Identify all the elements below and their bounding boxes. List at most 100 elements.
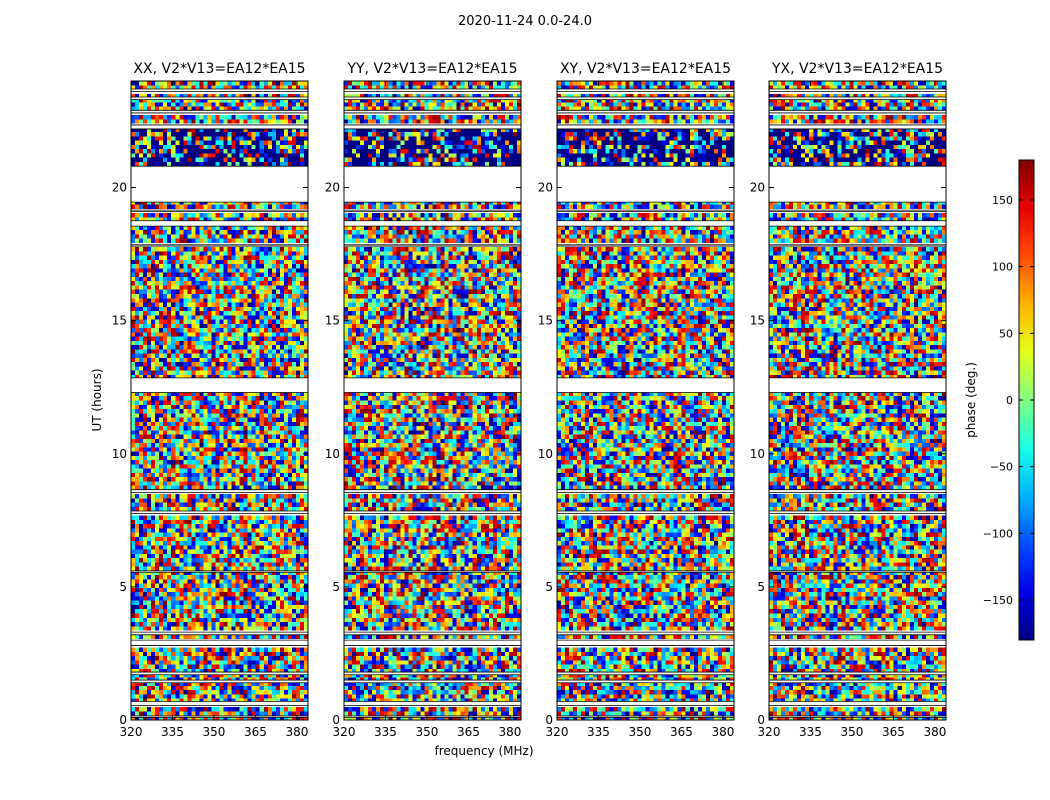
flagged-row (769, 110, 946, 113)
flagged-row (769, 377, 946, 393)
panel-frame (556, 80, 735, 721)
flagged-row (769, 124, 946, 129)
x-tick-label: 350 (629, 725, 652, 739)
panel-frame (130, 80, 309, 721)
y-tick-label: 0 (119, 713, 127, 727)
x-tick-label: 320 (546, 725, 569, 739)
flagged-row (769, 640, 946, 646)
colorbar-tick-label: 0 (1006, 394, 1013, 407)
flagged-row (769, 88, 946, 92)
flagged-row (344, 632, 521, 635)
flagged-row (131, 672, 308, 675)
x-tick-label: 335 (161, 725, 184, 739)
panel-xx: XX, V2*V13=EA12*EA15 320 335 350 365 380 0 5 10 1… (112, 61, 309, 739)
flagged-row (131, 489, 308, 493)
flagged-row (344, 377, 521, 393)
y-tick-label: 10 (112, 447, 127, 461)
flagged-row (769, 244, 946, 247)
flagged-row (769, 210, 946, 212)
panel-yy: YY, V2*V13=EA12*EA15 320 335 350 365 380 0 5 10 1… (325, 61, 522, 739)
flagged-row (131, 701, 308, 706)
panel-title: YX, V2*V13=EA12*EA15 (771, 61, 943, 77)
flagged-row (557, 220, 734, 227)
flagged-row (344, 640, 521, 646)
colorbar-tick-label: −100 (983, 527, 1013, 540)
flagged-row (344, 96, 521, 100)
flagged-row (131, 88, 308, 92)
panel-title: XY, V2*V13=EA12*EA15 (560, 61, 731, 77)
x-axis-label: frequency (MHz) (434, 744, 533, 758)
flagged-row (557, 632, 734, 635)
flagged-row (131, 244, 308, 247)
panels-group: XX, V2*V13=EA12*EA15 320 335 350 365 380 0 5 10 1… (112, 61, 947, 739)
y-tick-label: 15 (112, 314, 127, 328)
flagged-row (557, 210, 734, 212)
flagged-row (344, 716, 521, 718)
flagged-row (131, 96, 308, 100)
flagged-row (344, 680, 521, 683)
flagged-row (344, 166, 521, 203)
y-axis-label: UT (hours) (90, 368, 104, 431)
flagged-row (557, 166, 734, 203)
flagged-row (344, 210, 521, 212)
y-tick-label: 5 (545, 580, 553, 594)
y-tick-label: 5 (119, 580, 127, 594)
panel-title: YY, V2*V13=EA12*EA15 (346, 61, 517, 77)
flagged-row (557, 110, 734, 113)
x-tick-label: 365 (670, 725, 693, 739)
y-tick-label: 5 (757, 580, 765, 594)
flagged-row (557, 510, 734, 514)
flagged-row (557, 701, 734, 706)
flagged-row (344, 672, 521, 675)
flagged-row (769, 716, 946, 718)
y-tick-label: 15 (538, 314, 553, 328)
x-tick-label: 365 (457, 725, 480, 739)
flagged-row (131, 510, 308, 514)
flagged-row (344, 124, 521, 129)
flagged-row (769, 680, 946, 683)
y-tick-label: 5 (332, 580, 340, 594)
flagged-row (557, 377, 734, 393)
x-tick-label: 335 (587, 725, 610, 739)
flagged-row (344, 510, 521, 514)
flagged-row (131, 570, 308, 573)
flagged-row (769, 632, 946, 635)
colorbar-tick-label: 100 (992, 261, 1013, 274)
y-tick-label: 0 (757, 713, 765, 727)
y-tick-label: 10 (538, 447, 553, 461)
y-tick-label: 20 (112, 181, 127, 195)
flagged-row (131, 210, 308, 212)
colorbar: −150 −100 −50 0 50 100 150 (983, 159, 1035, 641)
flagged-row (557, 716, 734, 718)
flagged-row (344, 701, 521, 706)
x-tick-label: 365 (244, 725, 267, 739)
flagged-row (557, 680, 734, 683)
flagged-row (131, 716, 308, 718)
panel-frame (768, 80, 947, 721)
y-tick-label: 15 (750, 314, 765, 328)
x-tick-label: 380 (923, 725, 946, 739)
y-tick-label: 20 (538, 181, 553, 195)
x-tick-label: 350 (203, 725, 226, 739)
x-tick-label: 350 (841, 725, 864, 739)
flagged-row (344, 220, 521, 227)
colorbar-tick-label: 50 (999, 327, 1013, 340)
x-tick-label: 320 (333, 725, 356, 739)
panel-title: XX, V2*V13=EA12*EA15 (133, 61, 305, 77)
flagged-row (131, 377, 308, 393)
flagged-row (557, 88, 734, 92)
flagged-row (344, 244, 521, 247)
y-tick-label: 10 (750, 447, 765, 461)
flagged-row (769, 570, 946, 573)
flagged-row (131, 640, 308, 646)
y-tick-label: 20 (325, 181, 340, 195)
flagged-row (769, 220, 946, 227)
panel-yx: YX, V2*V13=EA12*EA15 320 335 350 365 380 0 5 10 1… (750, 61, 947, 739)
flagged-row (769, 672, 946, 675)
x-tick-label: 320 (120, 725, 143, 739)
flagged-row (769, 489, 946, 493)
flagged-row (769, 166, 946, 203)
panel-frame (343, 80, 522, 721)
y-tick-label: 20 (750, 181, 765, 195)
